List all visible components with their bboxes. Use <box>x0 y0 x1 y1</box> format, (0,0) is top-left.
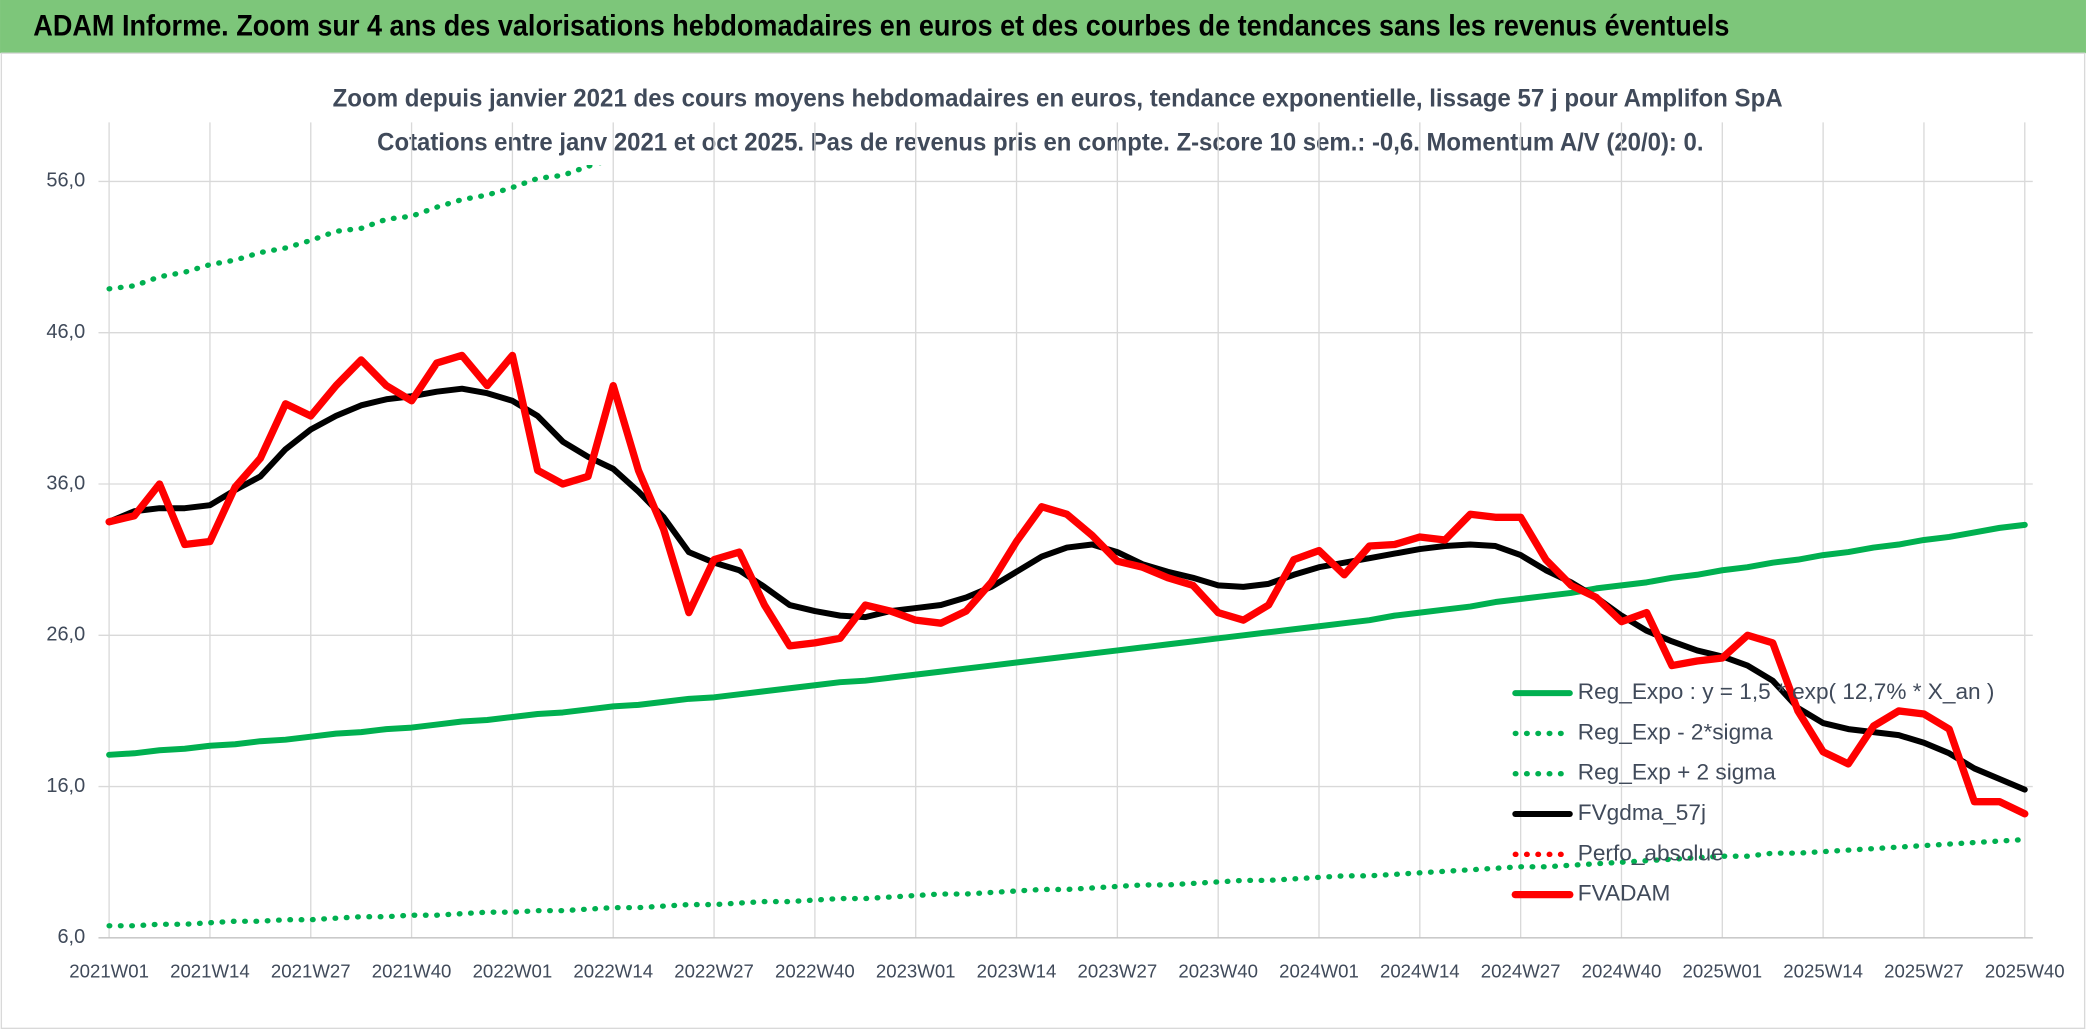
x-tick-label: 2021W40 <box>372 960 452 981</box>
x-tick-label: 2024W01 <box>1279 960 1359 981</box>
legend-label: FVADAM <box>1578 881 1671 906</box>
legend-label: Reg_Exp - 2*sigma <box>1578 719 1773 744</box>
legend-label: Reg_Expo : y = 1,5 * exp( 12,7% * X_an ) <box>1578 679 1995 704</box>
x-tick-label: 2023W40 <box>1178 960 1258 981</box>
chart-subtitle: Cotations entre janv 2021 et oct 2025. P… <box>377 128 1703 156</box>
header-bar <box>0 0 2086 54</box>
y-tick-label: 46,0 <box>46 321 85 343</box>
x-tick-label: 2024W40 <box>1582 960 1662 981</box>
series-line <box>106 521 2028 758</box>
header-title: ADAM Informe. Zoom sur 4 ans des valoris… <box>33 11 1729 43</box>
x-tick-label: 2024W27 <box>1481 960 1561 981</box>
x-tick-label: 2021W27 <box>271 960 351 981</box>
y-tick-label: 56,0 <box>46 170 85 192</box>
y-tick-label: 6,0 <box>57 926 85 948</box>
legend-label: Reg_Exp + 2 sigma <box>1578 760 1776 785</box>
x-tick-label: 2023W14 <box>977 960 1057 981</box>
series-line <box>105 351 2029 818</box>
x-tick-label: 2025W40 <box>1985 960 2065 981</box>
x-tick-label: 2025W01 <box>1682 960 1762 981</box>
y-tick-label: 26,0 <box>46 624 85 646</box>
x-tick-label: 2025W27 <box>1884 960 1964 981</box>
chart-subtitle: Zoom depuis janvier 2021 des cours moyen… <box>333 84 1783 112</box>
x-tick-label: 2023W27 <box>1078 960 1158 981</box>
x-tick-label: 2024W14 <box>1380 960 1460 981</box>
series-line <box>106 385 2028 793</box>
series-line <box>106 164 602 292</box>
x-tick-label: 2022W14 <box>573 960 653 981</box>
x-tick-label: 2022W01 <box>473 960 553 981</box>
frame <box>0 52 2086 1030</box>
x-tick-label: 2021W14 <box>170 960 250 981</box>
legend-label: Perfo_absolue <box>1578 840 1724 865</box>
series-line <box>106 836 2028 929</box>
x-tick-label: 2022W40 <box>775 960 855 981</box>
y-tick-label: 36,0 <box>46 472 85 494</box>
y-tick-label: 16,0 <box>46 775 85 797</box>
legend-label: FVgdma_57j <box>1578 800 1706 825</box>
x-tick-label: 2023W01 <box>876 960 956 981</box>
x-tick-label: 2021W01 <box>69 960 149 981</box>
x-tick-label: 2022W27 <box>674 960 754 981</box>
x-tick-label: 2025W14 <box>1783 960 1863 981</box>
